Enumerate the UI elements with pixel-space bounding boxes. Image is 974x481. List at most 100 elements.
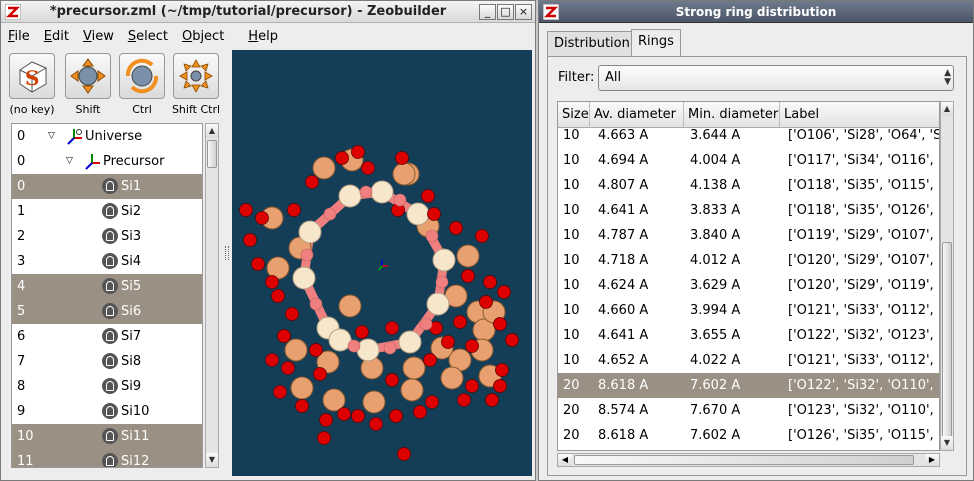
tree-row[interactable]: 11 Si12 (12, 449, 202, 467)
oxygen-atom (287, 203, 301, 217)
table-row[interactable]: 10 4.787 A 3.840 A ['O119', 'Si29', 'O107',… (558, 223, 939, 248)
cell-label: ['O126', 'Si35', 'O115', 'S (788, 428, 940, 443)
scroll-thumb[interactable] (574, 455, 914, 465)
table-row[interactable]: 10 4.694 A 4.004 A ['O117', 'Si34', 'O116',… (558, 148, 939, 173)
shift-mode-button[interactable]: Shift (63, 53, 113, 116)
scroll-thumb[interactable] (207, 140, 217, 168)
tree-label: Si6 (121, 304, 142, 319)
column-label[interactable]: Label (784, 107, 820, 122)
table-header: Size Av. diameter Min. diameter Label (558, 102, 939, 128)
menu-edit[interactable]: Edit (43, 28, 69, 44)
titlebar[interactable]: *precursor.zml (~/tmp/tutorial/precursor… (1, 1, 535, 23)
tree-row[interactable]: 8 Si9 (12, 374, 202, 399)
tree-scrollbar[interactable]: ▲ ▼ (205, 123, 219, 468)
table-row[interactable]: 10 4.660 A 3.994 A ['O121', 'Si33', 'O112',… (558, 298, 939, 323)
silicon-atom (402, 356, 426, 380)
tree-row[interactable]: 9 Si10 (12, 399, 202, 424)
menu-view[interactable]: View (82, 28, 114, 44)
column-size[interactable]: Size (558, 102, 590, 128)
oxygen-atom (265, 275, 279, 289)
close-button[interactable]: × (515, 4, 532, 20)
table-row[interactable]: 20 8.574 A 7.670 A ['O123', 'Si32', 'O110',… (558, 398, 939, 423)
axis-y (378, 265, 383, 271)
table-row[interactable]: 10 4.807 A 4.138 A ['O118', 'Si35', 'O115',… (558, 173, 939, 198)
scroll-up-icon[interactable]: ▲ (941, 102, 953, 116)
tree-row[interactable]: 1 Si2 (12, 199, 202, 224)
cell-av: 8.618 A (598, 378, 649, 393)
object-tree[interactable]: 0 ▽ Universe 0 ▽ Precursor 0 Si1 1 Si2 2 Si… (11, 123, 203, 468)
tree-row[interactable]: 10 Si11 (12, 424, 202, 449)
tree-row[interactable]: 2 Si3 (12, 224, 202, 249)
rings-table[interactable]: Size Av. diameter Min. diameter Label 10… (557, 101, 940, 451)
table-row[interactable]: 10 4.663 A 3.644 A ['O106', 'Si28', 'O64', … (558, 123, 939, 148)
tree-row[interactable]: 5 Si6 (12, 299, 202, 324)
column-av-diameter[interactable]: Av. diameter (590, 102, 684, 128)
atom-icon (102, 303, 118, 319)
filter-select[interactable]: All ▲ ▼ (598, 65, 954, 91)
tree-row[interactable]: 0 ▽ Universe (12, 124, 202, 149)
expander-icon[interactable]: ▽ (48, 131, 55, 141)
expander-icon[interactable]: ▽ (66, 156, 73, 166)
cell-label: ['O122', 'Si32', 'O123', 'S (788, 328, 940, 343)
scroll-down-icon[interactable]: ▼ (941, 436, 953, 450)
pane-splitter[interactable] (225, 246, 229, 260)
zeobuilder-app-icon[interactable] (543, 4, 559, 20)
scroll-up-icon[interactable]: ▲ (206, 124, 218, 138)
tree-row[interactable]: 4 Si5 (12, 274, 202, 299)
oxygen-atom (449, 221, 463, 235)
menu-object[interactable]: Object (181, 28, 225, 44)
table-vscrollbar[interactable]: ▲ ▼ (940, 101, 954, 451)
atom-icon (102, 253, 118, 269)
table-row[interactable]: 10 4.624 A 3.629 A ['O120', 'Si29', 'O119',… (558, 273, 939, 298)
menu-file[interactable]: File (8, 28, 30, 44)
toolbar-label: Ctrl (132, 103, 152, 116)
tree-label: Si5 (121, 279, 142, 294)
table-hscrollbar[interactable]: ◀ ▶ (557, 453, 940, 467)
tree-row[interactable]: 0 ▽ Precursor (12, 149, 202, 174)
oxygen-atom (295, 399, 309, 413)
menu-help[interactable]: Help (248, 28, 278, 44)
menu-select[interactable]: Select (127, 28, 168, 44)
tab-distribution[interactable]: Distribution (547, 31, 637, 56)
oxygen-atom (465, 339, 479, 353)
tree-label: Precursor (103, 154, 165, 169)
ring-atom (398, 330, 422, 354)
scroll-thumb[interactable] (942, 242, 952, 442)
no-key-mode-button[interactable]: S (no key) (7, 53, 57, 116)
3d-viewport[interactable] (232, 50, 532, 476)
table-row[interactable]: 10 4.652 A 4.022 A ['O121', 'Si33', 'O112',… (558, 348, 939, 373)
tab-rings[interactable]: Rings (631, 29, 681, 57)
ring-bond-bead (383, 341, 397, 355)
oxygen-atom (505, 333, 519, 347)
maximize-button[interactable]: □ (497, 4, 514, 20)
table-row[interactable]: 10 4.641 A 3.655 A ['O122', 'Si32', 'O123',… (558, 323, 940, 348)
column-min-diameter[interactable]: Min. diameter (684, 102, 780, 128)
cell-min: 3.994 A (690, 303, 741, 318)
minimize-button[interactable]: _ (479, 4, 496, 20)
oxygen-atom (281, 361, 295, 375)
tree-row[interactable]: 7 Si8 (12, 349, 202, 374)
ctrl-mode-button[interactable]: Ctrl (117, 53, 167, 116)
cell-min: 7.602 A (690, 378, 741, 393)
scroll-right-icon[interactable]: ▶ (925, 454, 939, 466)
tree-row[interactable]: 3 Si4 (12, 249, 202, 274)
cell-size: 10 (563, 278, 580, 293)
tree-row[interactable]: 6 Si7 (12, 324, 202, 349)
table-row[interactable]: 20 8.618 A 7.602 A ['O126', 'Si35', 'O115',… (558, 423, 940, 448)
zeobuilder-app-icon[interactable] (5, 4, 21, 20)
toolbar: S (no key) Shift Ctrl Shift Ctrl (7, 53, 229, 121)
table-row[interactable]: 10 4.641 A 3.833 A ['O118', 'Si35', 'O126',… (558, 198, 939, 223)
scroll-left-icon[interactable]: ◀ (558, 454, 572, 466)
table-row[interactable]: 10 4.718 A 4.012 A ['O120', 'Si29', 'O107',… (558, 248, 939, 273)
shift-ctrl-mode-button[interactable]: Shift Ctrl (171, 53, 221, 116)
atom-icon (102, 203, 118, 219)
titlebar[interactable]: Strong ring distribution (539, 1, 973, 23)
cell-av: 4.641 A (598, 203, 649, 218)
tree-row[interactable]: 0 Si1 (12, 174, 202, 199)
scroll-down-icon[interactable]: ▼ (206, 453, 218, 467)
table-row[interactable]: 20 8.618 A 7.602 A ['O122', 'Si32', 'O110',… (558, 373, 939, 398)
zeobuilder-window: *precursor.zml (~/tmp/tutorial/precursor… (0, 0, 536, 481)
oxygen-atom (397, 447, 411, 461)
molecule-view[interactable] (232, 50, 532, 476)
tree-label: Si11 (121, 429, 150, 444)
